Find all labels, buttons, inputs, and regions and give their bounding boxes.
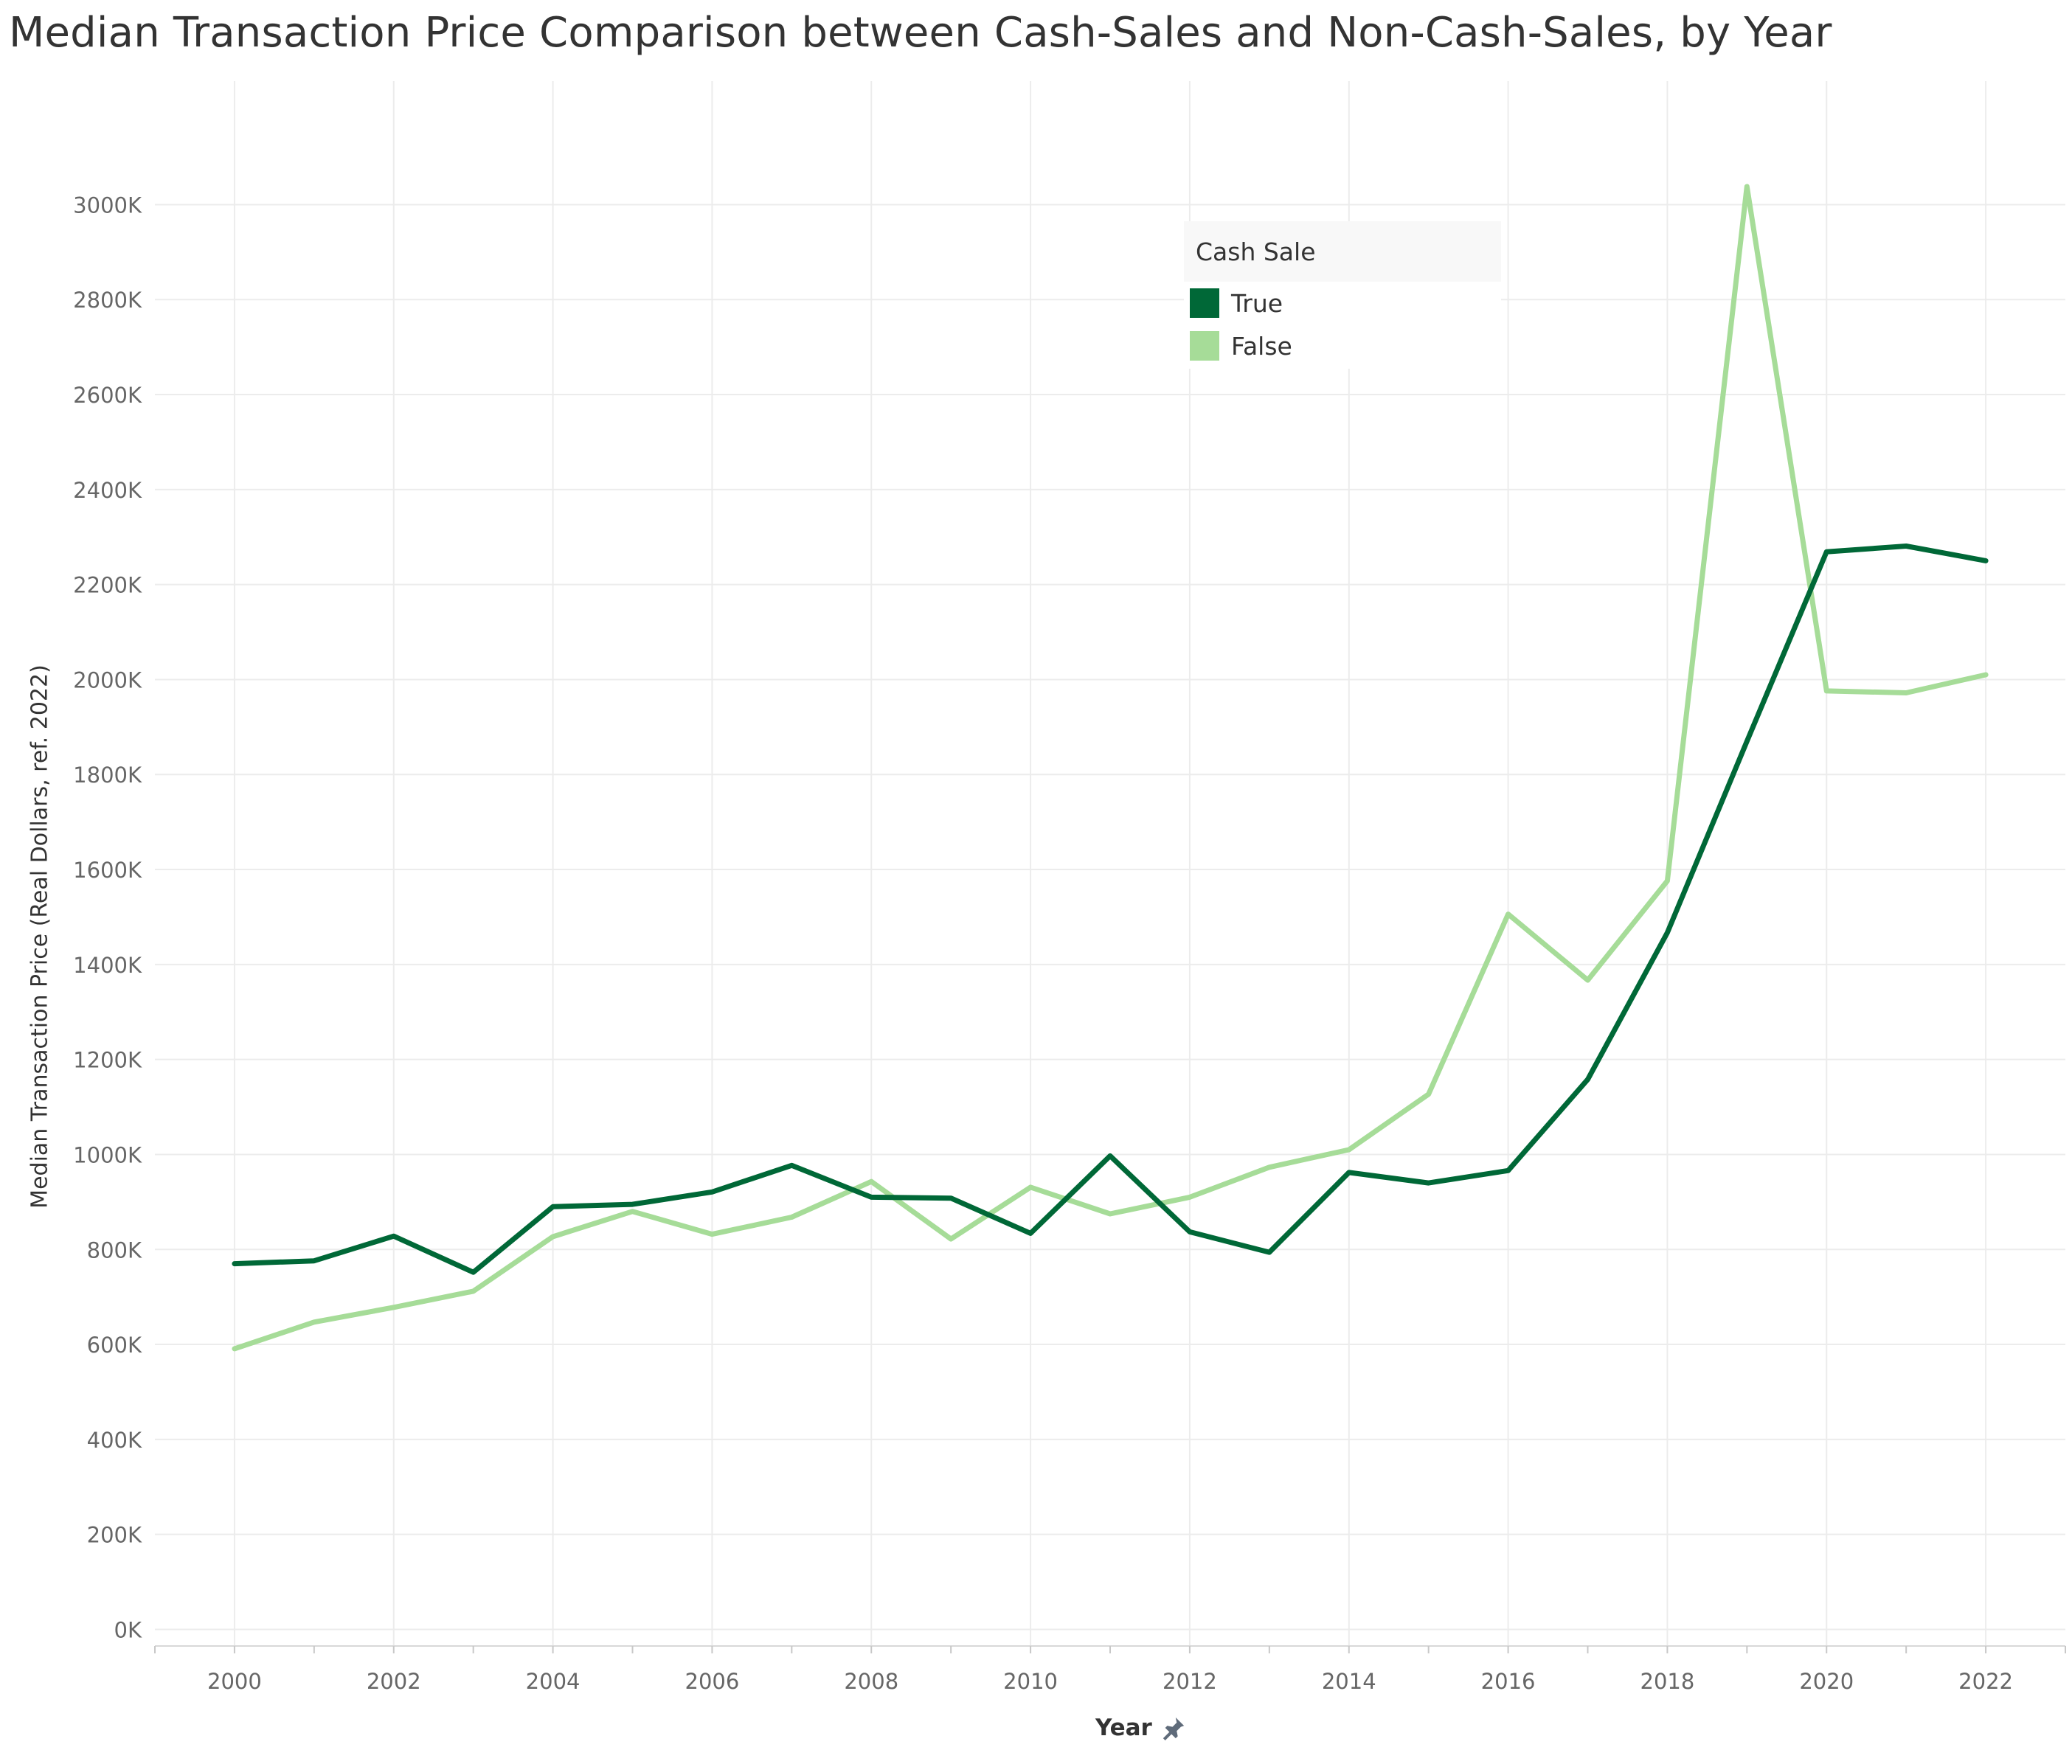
y-tick-label: 1600K: [73, 858, 142, 883]
y-tick-label: 2800K: [73, 288, 142, 313]
x-axis-title-text: Year: [1095, 1715, 1152, 1741]
y-tick-label: 1800K: [73, 763, 142, 788]
x-tick-label: 2020: [1799, 1669, 1854, 1694]
legend-item-true[interactable]: True: [1184, 282, 1501, 324]
x-axis-title: Year: [1095, 1715, 1186, 1741]
x-tick-label: 2004: [526, 1669, 581, 1694]
y-tick-label: 3000K: [73, 192, 142, 218]
y-tick-label: 1400K: [73, 953, 142, 978]
y-tick-label: 2200K: [73, 573, 142, 598]
y-tick-label: 1000K: [73, 1142, 142, 1167]
legend-swatch-false: [1190, 331, 1219, 361]
chart-title: Median Transaction Price Comparison betw…: [9, 9, 1832, 57]
y-tick-label: 200K: [87, 1523, 142, 1548]
x-tick-label: 2010: [1003, 1669, 1058, 1694]
legend-label-true: True: [1231, 288, 1283, 318]
x-tick-label: 2016: [1481, 1669, 1536, 1694]
legend: Cash Sale True False: [1184, 221, 1501, 369]
x-tick-label: 2008: [844, 1669, 898, 1694]
y-tick-label: 2400K: [73, 478, 142, 503]
x-tick-label: 2000: [207, 1669, 262, 1694]
y-tick-label: 0K: [114, 1617, 142, 1642]
series-lines: [232, 184, 1989, 1352]
grid-lines: [155, 81, 2065, 1646]
x-tick-label: 2002: [367, 1669, 421, 1694]
x-tick-label: 2012: [1163, 1669, 1217, 1694]
x-tick-label: 2022: [1958, 1669, 2013, 1694]
y-axis-title: Median Transaction Price (Real Dollars, …: [27, 664, 53, 1209]
y-tick-label: 400K: [87, 1428, 142, 1453]
y-tick-label: 2600K: [73, 383, 142, 408]
series-line-true[interactable]: [232, 544, 1989, 1275]
legend-item-false[interactable]: False: [1184, 324, 1501, 367]
y-tick-label: 800K: [87, 1237, 142, 1263]
x-tick-label: 2018: [1640, 1669, 1695, 1694]
legend-swatch-true: [1190, 288, 1219, 318]
y-tick-label: 2000K: [73, 667, 142, 692]
legend-label-false: False: [1231, 331, 1292, 361]
y-tick-label: 600K: [87, 1333, 142, 1358]
x-tick-label: 2014: [1322, 1669, 1376, 1694]
series-line-false[interactable]: [232, 184, 1989, 1352]
y-tick-label: 1200K: [73, 1048, 142, 1073]
pin-icon[interactable]: [1161, 1715, 1186, 1740]
axes: 0K 200K 400K 600K 800K 1000K 1200K 1400K 1600K 18…: [73, 192, 2066, 1694]
x-tick-label: 2006: [685, 1669, 740, 1694]
legend-title: Cash Sale: [1184, 221, 1501, 282]
